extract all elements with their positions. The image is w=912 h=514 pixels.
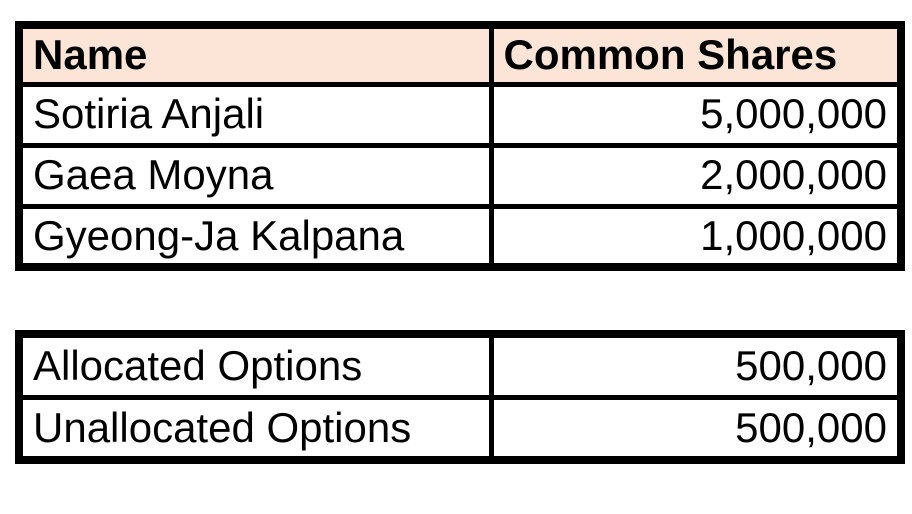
- shareholder-shares-cell[interactable]: 5,000,000: [488, 81, 904, 148]
- shareholder-name-cell[interactable]: Gyeong-Ja Kalpana: [16, 203, 494, 270]
- header-cell-common-shares: Common Shares: [488, 22, 904, 87]
- table-row: Sotiria Anjali 5,000,000: [16, 81, 904, 148]
- table-row: Gyeong-Ja Kalpana 1,000,000: [16, 203, 904, 270]
- table-row: Allocated Options 500,000: [16, 331, 904, 400]
- shareholder-name-cell[interactable]: Gaea Moyna: [16, 142, 494, 209]
- shareholder-shares-cell[interactable]: 2,000,000: [488, 142, 904, 209]
- shareholder-name-cell[interactable]: Sotiria Anjali: [16, 81, 494, 148]
- option-label-cell[interactable]: Allocated Options: [16, 331, 494, 400]
- table-row: Gaea Moyna 2,000,000: [16, 142, 904, 209]
- option-value-cell[interactable]: 500,000: [488, 331, 904, 400]
- option-value-cell[interactable]: 500,000: [488, 394, 904, 463]
- shareholder-shares-cell[interactable]: 1,000,000: [488, 203, 904, 270]
- option-label-cell[interactable]: Unallocated Options: [16, 394, 494, 463]
- cap-table: Name Common Shares Sotiria Anjali 5,000,…: [15, 21, 905, 271]
- options-table: Allocated Options 500,000 Unallocated Op…: [15, 330, 905, 464]
- spreadsheet-area: Name Common Shares Sotiria Anjali 5,000,…: [15, 21, 905, 464]
- header-cell-name: Name: [16, 22, 494, 87]
- cap-table-header-row: Name Common Shares: [16, 22, 904, 87]
- table-row: Unallocated Options 500,000: [16, 394, 904, 463]
